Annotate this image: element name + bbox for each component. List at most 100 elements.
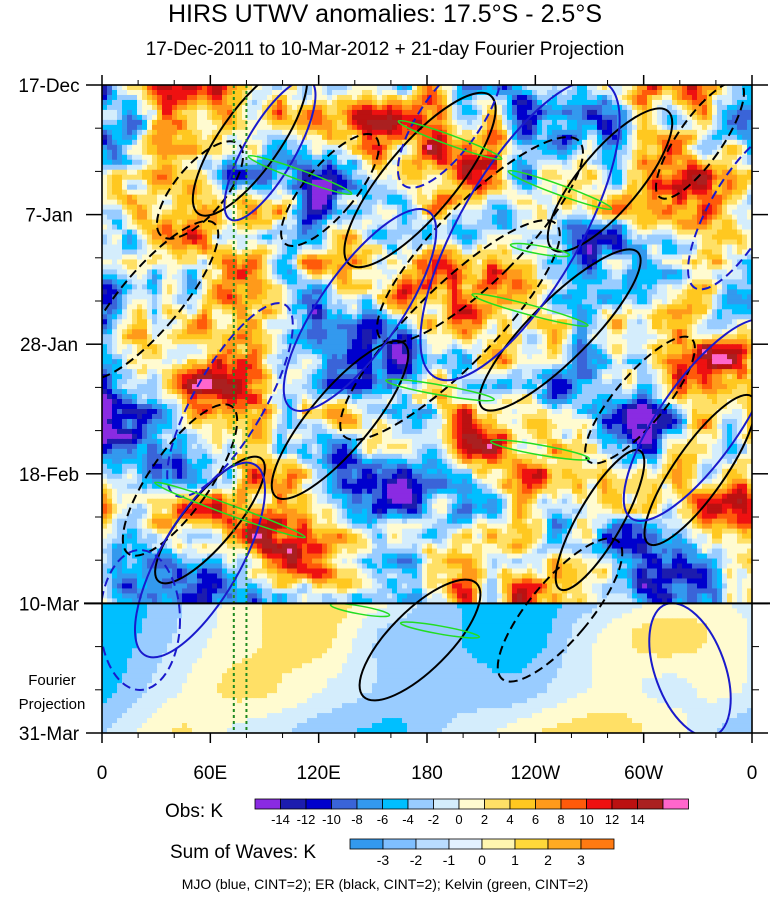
obs-colorbar-label: 8 bbox=[557, 812, 564, 827]
mjo-contour bbox=[419, 85, 621, 382]
obs-colorbar-label: 6 bbox=[532, 812, 539, 827]
kelvin-contour bbox=[471, 292, 589, 328]
obs-colorbar-label: -14 bbox=[271, 812, 290, 827]
projection-label-line2: Projection bbox=[19, 696, 86, 713]
obs-colorbar-label: 0 bbox=[455, 812, 462, 827]
mjo-contour bbox=[396, 85, 504, 189]
waves-colorbar-label: Sum of Waves: K bbox=[170, 842, 317, 863]
axes: 0 60E 120E 180 120W 60W 0 17-Dec 7-Jan 28-Jan 18-F… bbox=[18, 75, 768, 784]
mjo-contour bbox=[102, 549, 181, 691]
kelvin-contour bbox=[397, 119, 503, 161]
waves-colorbar-swatch bbox=[448, 838, 483, 850]
obs-colorbar-swatch bbox=[458, 798, 485, 810]
obs-colorbar-swatch bbox=[535, 798, 562, 810]
obs-colorbar-swatch bbox=[509, 798, 536, 810]
waves-colorbar-swatch bbox=[481, 838, 516, 850]
kelvin-contour bbox=[399, 621, 481, 639]
x-tick-label: 0 bbox=[747, 763, 758, 784]
y-tick-label: 18-Feb bbox=[19, 465, 79, 486]
obs-colorbar-swatch bbox=[254, 798, 281, 810]
waves-colorbar-label: -1 bbox=[443, 852, 456, 868]
obs-colorbar-label: 10 bbox=[579, 812, 593, 827]
waves-colorbar-label: 2 bbox=[544, 852, 552, 868]
kelvin-contour bbox=[247, 154, 353, 196]
obs-colorbar-label: -6 bbox=[377, 812, 389, 827]
waves-colorbar-swatch bbox=[349, 838, 384, 850]
obs-colorbar-swatch bbox=[433, 798, 460, 810]
x-tick-label: 180 bbox=[411, 763, 443, 784]
obs-colorbar-swatch bbox=[560, 798, 587, 810]
waves-colorbar-swatch bbox=[382, 838, 417, 850]
waves-colorbar-label: 0 bbox=[478, 852, 486, 868]
y-tick-label: 17-Dec bbox=[18, 76, 79, 97]
kelvin-contour bbox=[509, 242, 571, 258]
reference-lines bbox=[232, 85, 248, 733]
y-tick-label: 10-Mar bbox=[19, 594, 80, 615]
er-contour bbox=[102, 220, 220, 380]
waves-colorbar-label: -3 bbox=[377, 852, 390, 868]
x-tick-label: 120W bbox=[511, 763, 561, 784]
er-contour bbox=[376, 136, 584, 344]
obs-colorbar-swatch bbox=[637, 798, 664, 810]
obs-colorbar-swatch bbox=[305, 798, 332, 810]
obs-colorbar-swatch bbox=[484, 798, 511, 810]
y-tick-label: 28-Jan bbox=[20, 335, 78, 356]
mjo-contour bbox=[622, 318, 752, 522]
er-contour bbox=[339, 219, 561, 441]
x-tick-label: 60W bbox=[624, 763, 663, 784]
mjo-contour bbox=[223, 85, 317, 222]
obs-colorbar-label: 4 bbox=[506, 812, 513, 827]
obs-colorbar-label: Obs: K bbox=[165, 801, 224, 822]
obs-colorbar-label: -10 bbox=[322, 812, 341, 827]
obs-colorbar-swatch bbox=[356, 798, 383, 810]
x-tick-label: 120E bbox=[296, 763, 340, 784]
chart-title: HIRS UTWV anomalies: 17.5°S - 2.5°S bbox=[167, 0, 603, 28]
waves-colorbar-label: 3 bbox=[577, 852, 585, 868]
kelvin-contour bbox=[490, 439, 590, 461]
er-contour bbox=[343, 91, 497, 269]
er-contour bbox=[554, 448, 646, 592]
er-contour bbox=[496, 537, 624, 683]
obs-colorbar-label: 14 bbox=[630, 812, 644, 827]
contour-legend: MJO (blue, CINT=2); ER (black, CINT=2); … bbox=[181, 876, 589, 892]
kelvin-contour bbox=[385, 378, 495, 402]
waves-colorbar-label: -2 bbox=[410, 852, 423, 868]
obs-colorbar-swatch bbox=[586, 798, 613, 810]
colorbars: -14 -12 -10 -8 -6 -4 -2 0 2 4 6 8 10 12 14-3 -2 -1 0 1 2 3 bbox=[254, 798, 689, 868]
obs-colorbar-swatch bbox=[407, 798, 434, 810]
obs-colorbar-label: 12 bbox=[605, 812, 619, 827]
wave-contours bbox=[102, 85, 752, 733]
waves-colorbar-swatch bbox=[514, 838, 549, 850]
waves-colorbar-label: 1 bbox=[511, 852, 519, 868]
waves-colorbar-swatch bbox=[580, 838, 615, 850]
er-contour bbox=[191, 85, 309, 217]
anomaly-field bbox=[102, 85, 752, 733]
y-tick-label: 31-Mar bbox=[19, 724, 80, 745]
obs-colorbar-label: -2 bbox=[428, 812, 440, 827]
er-contour bbox=[584, 335, 696, 465]
x-tick-label: 0 bbox=[97, 763, 108, 784]
mjo-contour bbox=[166, 302, 294, 498]
mjo-contour bbox=[687, 129, 752, 291]
obs-colorbar-swatch bbox=[382, 798, 409, 810]
obs-colorbar-swatch bbox=[280, 798, 307, 810]
kelvin-contour bbox=[154, 481, 306, 539]
er-contour bbox=[155, 140, 245, 240]
mjo-contour bbox=[282, 208, 438, 412]
y-tick-label: 7-Jan bbox=[25, 206, 73, 227]
er-contour bbox=[121, 403, 239, 557]
waves-colorbar-swatch bbox=[547, 838, 582, 850]
er-contour bbox=[358, 578, 482, 702]
er-contour bbox=[270, 340, 410, 500]
waves-colorbar-swatch bbox=[415, 838, 450, 850]
kelvin-contour bbox=[329, 602, 391, 618]
chart-subtitle: 17-Dec-2011 to 10-Mar-2012 + 21-day Four… bbox=[145, 39, 625, 60]
projection-label: Fourier bbox=[28, 672, 76, 689]
obs-colorbar-label: -8 bbox=[351, 812, 363, 827]
obs-colorbar-label: -4 bbox=[402, 812, 414, 827]
obs-colorbar-label: 2 bbox=[481, 812, 488, 827]
er-contour bbox=[654, 85, 746, 200]
obs-colorbar-swatch bbox=[331, 798, 358, 810]
obs-colorbar-swatch bbox=[611, 798, 638, 810]
